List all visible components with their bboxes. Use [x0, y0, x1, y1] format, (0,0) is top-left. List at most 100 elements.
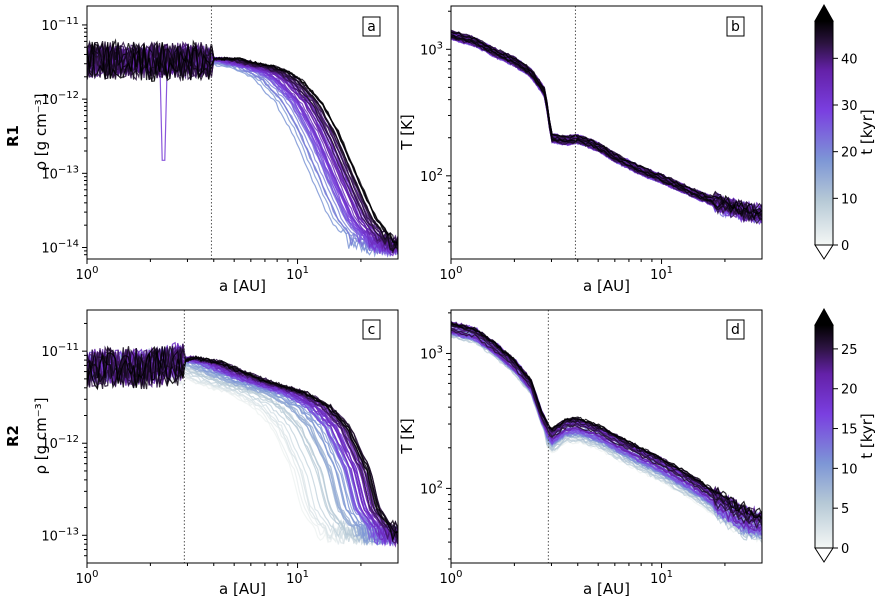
curve-d-10	[451, 335, 762, 541]
colorbar-r1-ticks: 0 10 20 30 40	[833, 52, 858, 254]
curve-c-59	[87, 346, 398, 543]
curves-d	[451, 320, 762, 543]
curve-b-45	[451, 34, 762, 218]
colorbar-r2-label: t [kyr]	[858, 413, 876, 459]
colorbar-r1: 0 10 20 30 40 t [kyr]	[814, 3, 876, 260]
ytick-label-a-3: 10−11	[41, 16, 79, 34]
colorbar-tick-label-2-5: 25	[841, 343, 858, 358]
xtick-label-a-1: 101	[286, 265, 309, 283]
colorbar-tick-label-1-3: 30	[841, 99, 858, 114]
panel-c: 100 101 10−13 10−12 10−11 c a [AU] ρ [g cm⁻³…	[4, 309, 399, 598]
colorbar-tick-label-1-0: 0	[841, 239, 849, 254]
curve-a-47	[87, 41, 398, 244]
colorbar-tick-label-2-4: 20	[841, 383, 858, 398]
xtick-label-b-0: 100	[440, 265, 463, 283]
xlabel-a: a [AU]	[219, 277, 266, 295]
curve-d-53	[451, 328, 762, 527]
panel-tag-box-a	[362, 16, 381, 37]
xtick-label-b-1: 101	[650, 265, 673, 283]
xtick-label-c-0: 100	[76, 569, 99, 587]
panel-tag-box-b	[726, 16, 745, 37]
ytick-label-b-0: 102	[420, 167, 443, 185]
ticks-b: 100 101 102 103	[420, 10, 726, 283]
ticks-a: 100 101 10−14 10−13 10−12 10−11	[41, 16, 362, 283]
curve-c-58	[87, 345, 398, 534]
curve-b-2	[451, 32, 762, 217]
curves-a	[87, 38, 398, 258]
colorbar-r1-min-extension	[814, 244, 834, 260]
xtick-label-c-1: 101	[286, 569, 309, 587]
panel-tag-box-c	[362, 319, 381, 340]
curve-d-54	[451, 329, 762, 530]
curve-b-8	[451, 33, 762, 217]
xlabel-c: a [AU]	[219, 580, 266, 598]
curve-b-26	[451, 32, 762, 217]
ylabel-a: ρ [g cm⁻³]	[32, 93, 50, 170]
curve-d-59	[451, 321, 762, 520]
panel-tag-box-d	[726, 319, 745, 340]
panel-b: 100 101 102 103 b a [AU] T [K]	[398, 5, 763, 295]
colorbar-tick-label-1-1: 10	[841, 192, 858, 207]
axes-frame-d	[450, 309, 763, 564]
panel-tag-d: d	[731, 322, 740, 338]
ytick-label-c-0: 10−13	[41, 526, 79, 544]
colorbar-tick-label-2-3: 15	[841, 423, 858, 438]
row-label-r2: R2	[4, 425, 22, 447]
colorbar-tick-label-2-1: 5	[841, 502, 849, 517]
curve-a-12	[87, 47, 398, 256]
ylabel-d: T [K]	[398, 418, 416, 454]
colorbar-r1-label: t [kyr]	[858, 109, 876, 155]
xtick-label-d-0: 100	[440, 569, 463, 587]
colorbar-tick-label-1-4: 40	[841, 52, 858, 67]
axes-frame-b	[450, 5, 763, 260]
ytick-label-b-1: 103	[420, 40, 443, 58]
ytick-label-d-0: 102	[420, 479, 443, 497]
curves-b	[451, 29, 762, 226]
row-label-r1: R1	[4, 125, 22, 147]
curve-a-5	[87, 49, 398, 255]
colorbar-r2-min-extension	[814, 547, 834, 563]
curve-b-29	[451, 35, 762, 219]
ylabel-c: ρ [g cm⁻³]	[32, 397, 50, 474]
xlabel-b: a [AU]	[583, 277, 630, 295]
curve-b-24	[451, 33, 762, 216]
ticks-d: 100 101 102 103	[420, 312, 726, 587]
curve-b-31	[451, 32, 762, 215]
colorbar-r2: 0 5 10 15 20 25 t [kyr]	[814, 307, 876, 563]
curve-b-22	[451, 33, 762, 216]
panel-tag-a: a	[367, 19, 376, 35]
panel-tag-c: c	[368, 322, 376, 338]
xtick-label-d-1: 101	[650, 569, 673, 587]
ylabel-b: T [K]	[398, 114, 416, 150]
curve-b-27	[451, 34, 762, 220]
ytick-label-c-2: 10−11	[41, 342, 79, 360]
ytick-label-a-1: 10−13	[41, 164, 79, 182]
ytick-label-d-1: 103	[420, 344, 443, 362]
curve-b-0	[451, 35, 762, 220]
panel-d: 100 101 102 103 d a [AU] T [K]	[398, 309, 763, 598]
curve-b-42	[451, 31, 762, 214]
axes-frame-c	[86, 309, 399, 564]
xlabel-d: a [AU]	[583, 580, 630, 598]
panel-a: 100 101 10−14 10−13 10−12 10−11 a a [AU] ρ [g…	[4, 5, 399, 295]
curve-a-11	[87, 47, 398, 257]
colorbar-r2-ticks: 0 5 10 15 20 25	[833, 343, 858, 557]
colorbar-r1-gradient	[814, 20, 834, 246]
curve-b-32	[451, 32, 762, 217]
curve-a-41	[87, 42, 398, 254]
colorbar-r2-max-extension	[814, 307, 834, 326]
colorbar-r2-gradient	[814, 324, 834, 549]
curve-b-3	[451, 33, 762, 215]
ytick-label-a-0: 10−14	[41, 239, 79, 257]
xtick-label-a-0: 100	[76, 265, 99, 283]
colorbar-tick-label-2-2: 10	[841, 462, 858, 477]
colorbar-r1-max-extension	[814, 3, 834, 22]
panel-tag-b: b	[731, 19, 740, 35]
curve-b-44	[451, 36, 762, 221]
curve-b-47	[451, 31, 762, 215]
colorbar-tick-label-2-0: 0	[841, 542, 849, 557]
colorbar-tick-label-1-2: 20	[841, 146, 858, 161]
curves-c	[87, 341, 398, 548]
ticks-c: 100 101 10−13 10−12 10−11	[41, 322, 362, 587]
